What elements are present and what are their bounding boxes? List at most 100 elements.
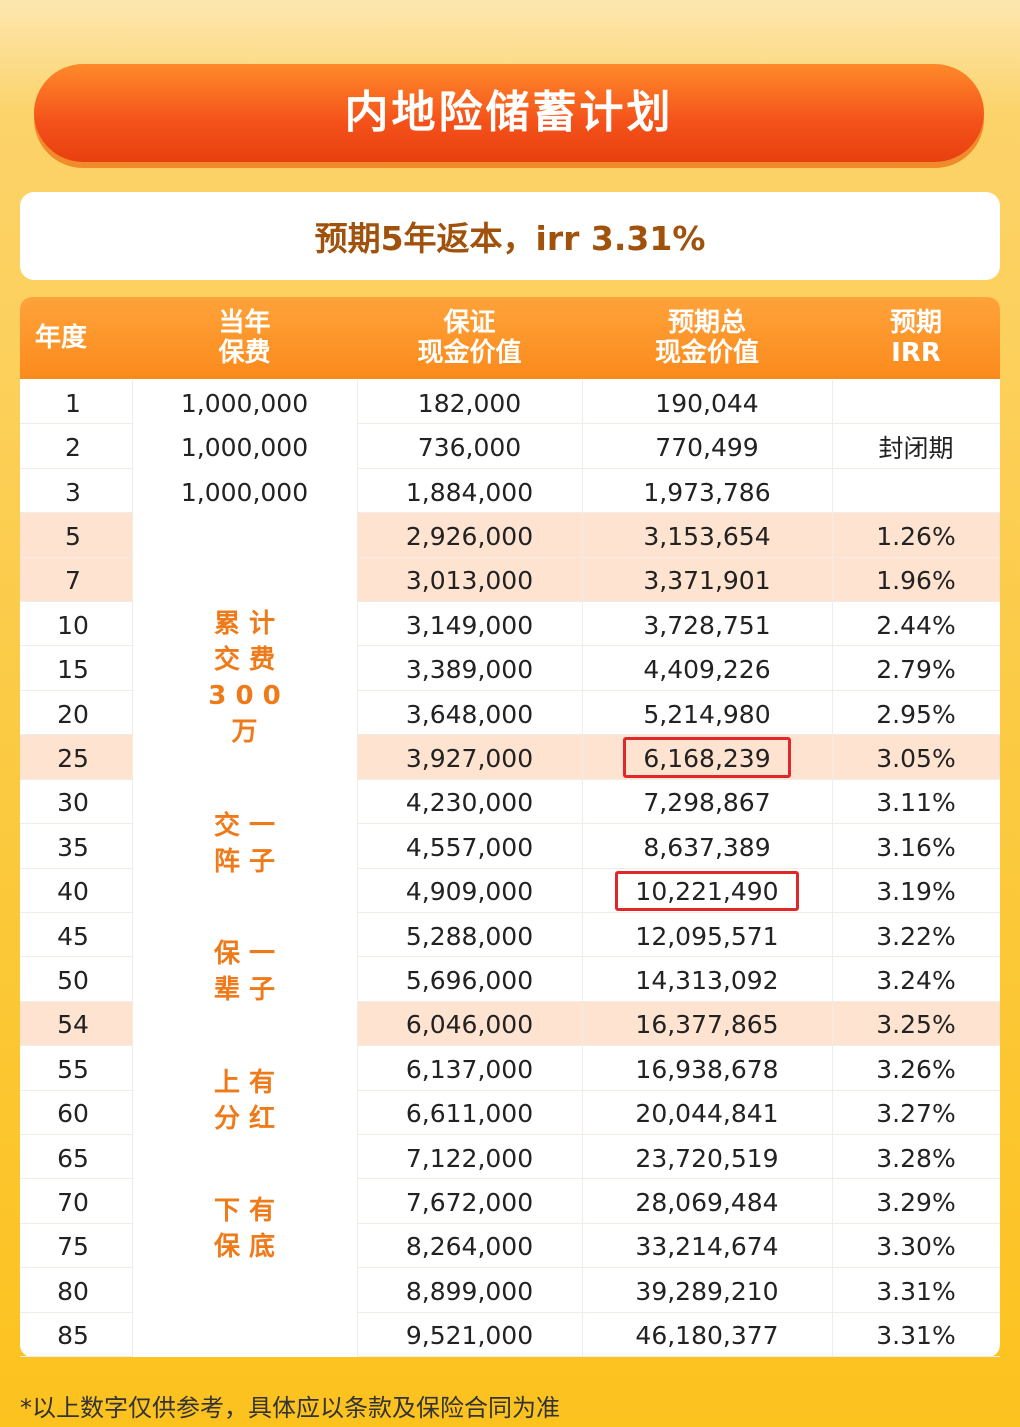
row-line bbox=[20, 556, 132, 558]
year-cell: 1 bbox=[65, 388, 81, 418]
row-line bbox=[20, 1133, 132, 1135]
row-line bbox=[357, 689, 1000, 691]
guaranteed-cell: 4,557,000 bbox=[405, 832, 534, 862]
row-line bbox=[20, 423, 132, 425]
row-line bbox=[20, 1089, 132, 1091]
total-cell: 10,221,490 bbox=[635, 877, 779, 907]
title-banner bbox=[34, 64, 984, 162]
total-cell: 3,728,751 bbox=[643, 610, 771, 640]
slogan-text: 3 0 0 bbox=[208, 681, 281, 711]
slogan-text: 上 有 bbox=[213, 1068, 276, 1098]
irr-cell: 2.79% bbox=[876, 655, 956, 685]
row-line bbox=[20, 1267, 132, 1269]
row-highlight bbox=[20, 557, 132, 603]
row-line bbox=[20, 778, 132, 780]
row-line bbox=[20, 645, 132, 647]
header-text: IRR bbox=[891, 338, 941, 368]
row-line bbox=[20, 867, 132, 869]
row-line bbox=[357, 1222, 1000, 1224]
total-cell: 12,095,571 bbox=[635, 921, 779, 951]
slogan-text: 保 底 bbox=[213, 1232, 276, 1262]
slogan-text: 累 计 bbox=[213, 609, 276, 639]
total-cell: 190,044 bbox=[655, 388, 759, 418]
slogan-text: 交 费 bbox=[213, 645, 276, 675]
year-cell: 85 bbox=[57, 1321, 89, 1351]
row-line bbox=[20, 467, 132, 469]
year-cell: 65 bbox=[57, 1143, 89, 1173]
irr-cell: 3.16% bbox=[876, 832, 956, 862]
irr-cell: 3.31% bbox=[876, 1321, 956, 1351]
total-cell: 3,371,901 bbox=[643, 566, 771, 596]
year-cell: 40 bbox=[57, 877, 89, 907]
row-line bbox=[20, 734, 132, 736]
premium-cell: 1,000,000 bbox=[180, 388, 309, 418]
total-cell: 1,973,786 bbox=[643, 477, 771, 507]
row-line bbox=[357, 467, 1000, 469]
row-highlight bbox=[20, 513, 132, 558]
year-cell: 25 bbox=[57, 743, 89, 773]
total-cell: 20,044,841 bbox=[635, 1099, 779, 1129]
header-cell: 预期 IRR bbox=[832, 297, 1000, 379]
row-highlight bbox=[357, 513, 1000, 558]
header-text: 现金价值 bbox=[654, 338, 759, 368]
row-line bbox=[357, 423, 1000, 425]
row-line bbox=[357, 778, 1000, 780]
premium-cell: 1,000,000 bbox=[180, 433, 309, 463]
guaranteed-cell: 3,648,000 bbox=[405, 699, 534, 729]
row-line bbox=[357, 867, 1000, 869]
row-line bbox=[357, 1178, 1000, 1180]
row-line bbox=[357, 601, 1000, 603]
year-cell: 35 bbox=[57, 832, 89, 862]
guaranteed-cell: 7,672,000 bbox=[405, 1188, 534, 1218]
irr-cell: 3.30% bbox=[876, 1232, 956, 1262]
row-line bbox=[20, 1222, 132, 1224]
row-line bbox=[357, 734, 1000, 736]
row-highlight bbox=[357, 735, 1000, 780]
row-line bbox=[20, 1000, 132, 1002]
irr-cell: 3.28% bbox=[876, 1143, 956, 1173]
year-cell: 2 bbox=[65, 433, 81, 463]
row-line bbox=[357, 956, 1000, 958]
year-cell: 20 bbox=[57, 699, 89, 729]
row-line bbox=[20, 689, 132, 691]
year-cell: 10 bbox=[57, 610, 89, 640]
row-line bbox=[20, 601, 132, 603]
row-line bbox=[357, 1000, 1000, 1002]
irr-cell: 3.27% bbox=[876, 1099, 956, 1129]
row-line bbox=[20, 1178, 132, 1180]
guaranteed-cell: 5,288,000 bbox=[405, 921, 534, 951]
guaranteed-cell: 2,926,000 bbox=[405, 521, 534, 551]
guaranteed-cell: 5,696,000 bbox=[405, 966, 534, 996]
total-cell: 5,214,980 bbox=[643, 699, 771, 729]
col-line bbox=[357, 380, 358, 1357]
row-line bbox=[357, 1267, 1000, 1269]
irr-cell: 2.95% bbox=[876, 699, 956, 729]
slogan-text: 阵 子 bbox=[213, 847, 276, 877]
header-cell: 当年 保费 bbox=[132, 297, 357, 379]
footnote: *以上数字仅供参考，具体应以条款及保险合同为准 bbox=[20, 1394, 560, 1422]
row-highlight bbox=[20, 1001, 132, 1047]
subtitle: 预期5年返本，irr 3.31% bbox=[314, 219, 706, 258]
row-line bbox=[357, 512, 1000, 514]
row-highlight bbox=[20, 735, 132, 780]
row-line bbox=[20, 1045, 132, 1047]
year-cell: 5 bbox=[65, 521, 81, 551]
highlight-box bbox=[615, 870, 799, 911]
slogan-text: 保 一 bbox=[213, 939, 276, 969]
row-line bbox=[20, 1356, 132, 1357]
total-cell: 46,180,377 bbox=[635, 1321, 779, 1351]
irr-cell: 3.31% bbox=[876, 1276, 956, 1306]
total-cell: 16,377,865 bbox=[635, 1010, 779, 1040]
irr-cell: 3.19% bbox=[876, 877, 956, 907]
col-line bbox=[132, 380, 133, 1357]
header-cell: 预期总 现金价值 bbox=[582, 297, 832, 379]
guaranteed-cell: 736,000 bbox=[417, 433, 522, 463]
year-cell: 80 bbox=[57, 1276, 89, 1306]
header-text: 预期 bbox=[889, 308, 942, 338]
year-cell: 45 bbox=[57, 921, 89, 951]
header-text: 保费 bbox=[218, 338, 271, 368]
header-text: 现金价值 bbox=[417, 338, 522, 368]
total-cell: 770,499 bbox=[655, 433, 759, 463]
guaranteed-cell: 6,046,000 bbox=[405, 1010, 534, 1040]
